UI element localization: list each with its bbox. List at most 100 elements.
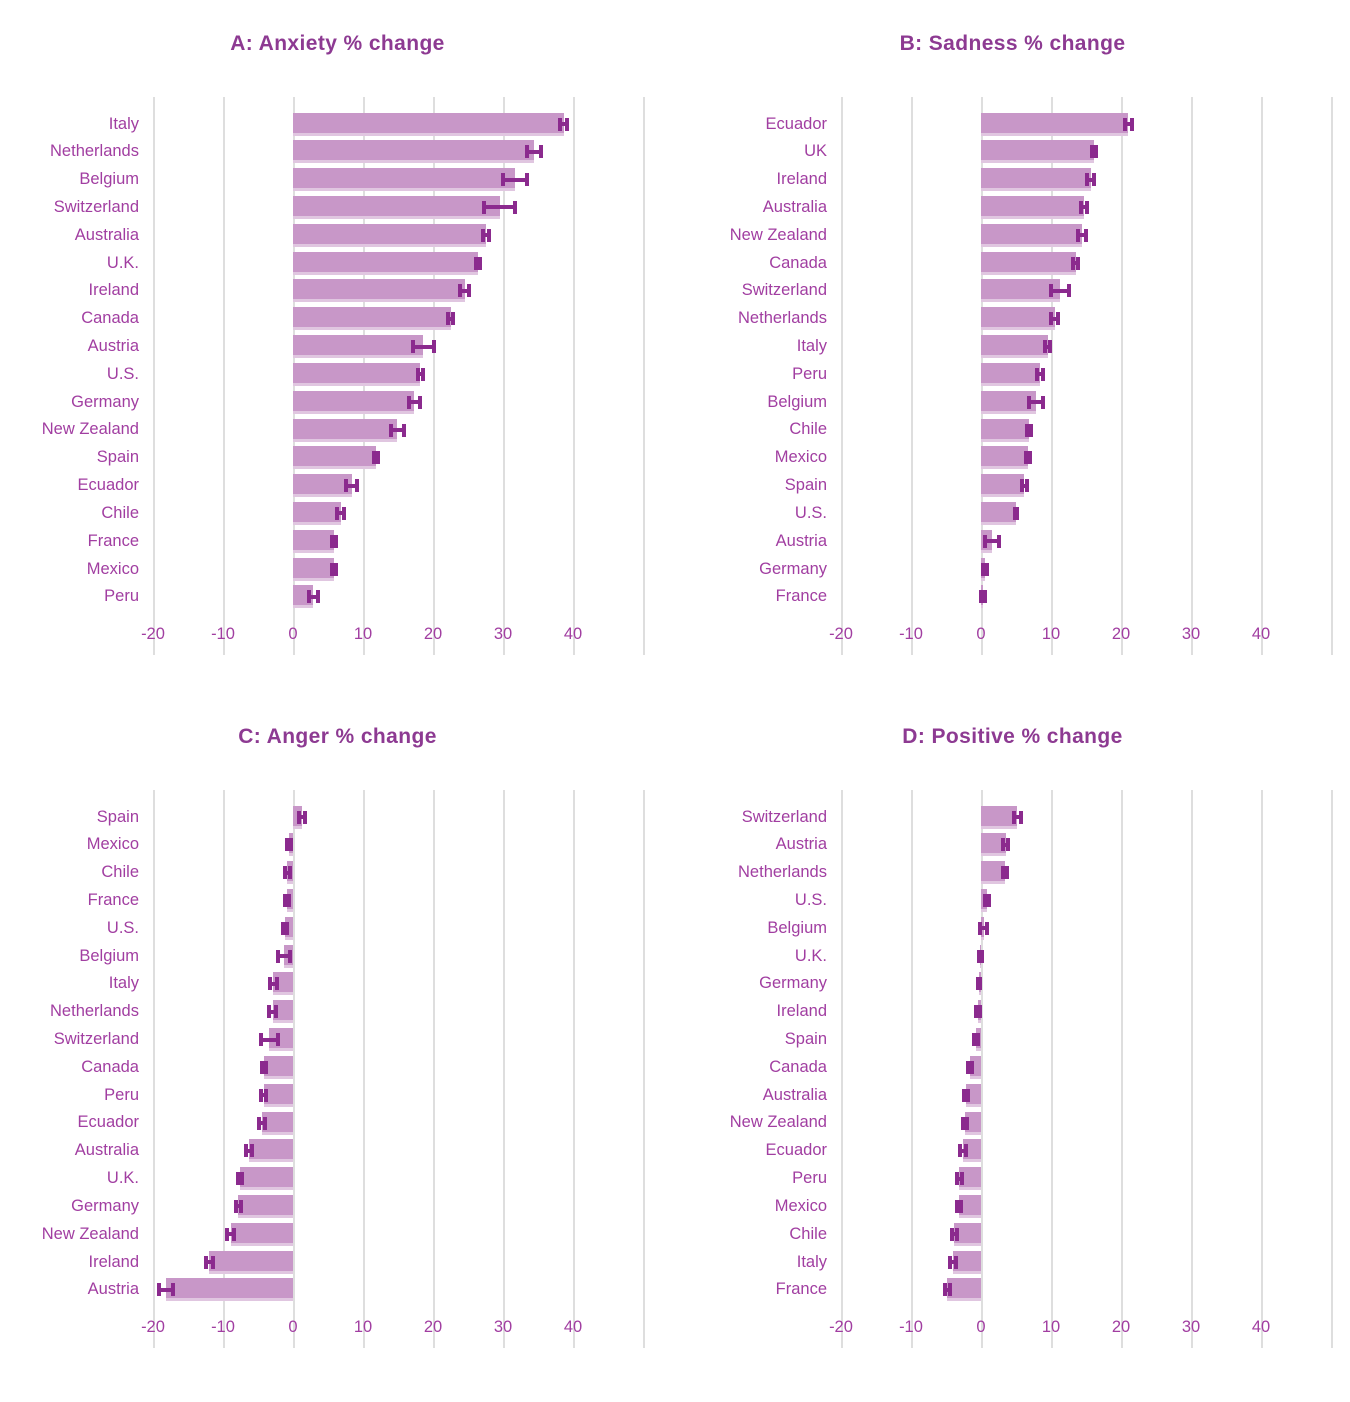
bar-c-9 [269,1028,293,1052]
category-label-canada: Canada [81,1057,139,1076]
category-label-australia: Australia [74,225,139,244]
error-bar-line [952,1232,957,1237]
error-bar-cap-right [997,534,1002,548]
error-bar-cap-left [981,562,986,576]
category-label-peru: Peru [792,1169,827,1188]
x-tick-label: 40 [563,1318,583,1336]
error-bar-cap-right [249,1144,254,1158]
error-bar-cap-right [274,1005,279,1019]
category-label-france: France [87,890,139,909]
category-label-netherlands: Netherlands [738,863,827,882]
bar-b-4 [981,195,1084,219]
error-bar-cap-right [978,977,983,991]
error-bar-cap-left [954,1172,959,1186]
x-tick-label: -10 [211,1318,235,1336]
bar-b-5 [981,223,1082,247]
error-bar-cap-right [286,893,291,907]
category-label-italy: Italy [796,1252,827,1271]
gridline-x--20 [153,97,155,655]
category-label-new-zealand: New Zealand [729,225,827,244]
error-bar-cap-right [334,534,339,548]
error-bar-cap-left [481,228,486,242]
error-bar-cap-right [232,1227,237,1241]
gridline-x-40 [573,790,575,1348]
error-bar-line [1013,815,1021,819]
gridline-x--10 [223,790,225,1348]
error-bar-line [1073,261,1078,266]
gridline-x-0 [293,790,295,1348]
error-bar-cap-right [210,1255,215,1269]
gridline-x--10 [911,97,913,655]
x-tick-label: -20 [829,1318,853,1336]
error-bar-cap-right [288,838,293,852]
category-label-mexico: Mexico [774,1196,827,1215]
error-bar-cap-right [1006,838,1011,852]
error-bar-line [985,898,990,903]
category-label-france: France [775,587,827,606]
error-bar-cap-left [297,810,302,824]
category-labels: Spain Mexico Chile France U.S. Belgium Italy Ne… [0,803,153,1304]
error-bar-cap-right [948,1283,953,1297]
error-bar-cap-left [307,590,312,604]
bar-a-14 [293,474,352,498]
category-label-spain: Spain [784,1030,827,1048]
bar-d-10 [969,1055,981,1079]
gridline-x-20 [1121,790,1123,1348]
x-tick-label: 30 [493,625,513,643]
error-bar-cap-left [284,838,289,852]
error-bar-line [1087,177,1095,182]
error-bar-cap-right [963,1144,968,1158]
category-label-u-k-: U.K. [106,1169,139,1188]
category-label-australia: Australia [762,197,827,216]
error-bar-cap-right [512,200,517,214]
bar-d-18 [947,1278,981,1302]
error-bar-cap-left [203,1255,208,1269]
error-bar-cap-right [342,506,347,520]
error-bar-cap-left [1011,810,1016,824]
error-bar-line [1081,205,1087,210]
error-bar-line [285,870,290,875]
error-bar-line [299,815,305,819]
plot-area: -20 -10 0 10 20 30 40 [829,97,1333,655]
error-bar-cap-right [1129,117,1134,131]
error-bar-cap-right [1067,284,1072,298]
category-label-switzerland: Switzerland [741,807,827,826]
gridline-x-50 [643,790,645,1348]
category-label-spain: Spain [784,476,827,495]
error-bar-line [1077,233,1086,238]
error-bar-cap-right [954,1227,959,1241]
bar-b-11 [981,390,1036,414]
error-bar-cap-right [965,1116,969,1130]
error-bar-cap-left [330,534,335,548]
x-tick-label: 20 [423,1318,443,1336]
error-bar-line [980,926,988,931]
gridline-x-30 [503,790,505,1348]
error-bar-cap-left [267,1005,272,1019]
error-bar-line [259,1121,265,1126]
x-tick-label: 40 [1251,625,1271,643]
gridline-x-20 [433,790,435,1348]
error-bar-line [963,1093,968,1098]
gridline-x--20 [841,790,843,1348]
bar-d-14 [959,1167,981,1191]
bar-a-6 [293,251,478,275]
error-bar-cap-left [975,977,980,991]
bar-a-16 [293,529,335,553]
error-bar-cap-right [170,1283,175,1297]
x-tick-label: 0 [976,625,986,643]
error-bar-cap-left [983,893,988,907]
error-bar-line [260,1037,278,1042]
error-bar-cap-left [260,1060,265,1074]
error-bar-cap-left [1049,284,1053,298]
category-label-switzerland: Switzerland [53,197,139,216]
error-bar-line [957,1204,962,1209]
category-label-austria: Austria [87,1280,139,1299]
gridline-x--10 [911,790,913,1348]
category-label-mexico: Mexico [774,448,827,467]
bar-b-8 [981,307,1055,331]
category-label-ecuador: Ecuador [77,476,139,495]
x-tick-label: -20 [141,1318,165,1336]
category-label-u-s-: U.S. [794,890,827,909]
error-bar-cap-right [417,395,422,409]
